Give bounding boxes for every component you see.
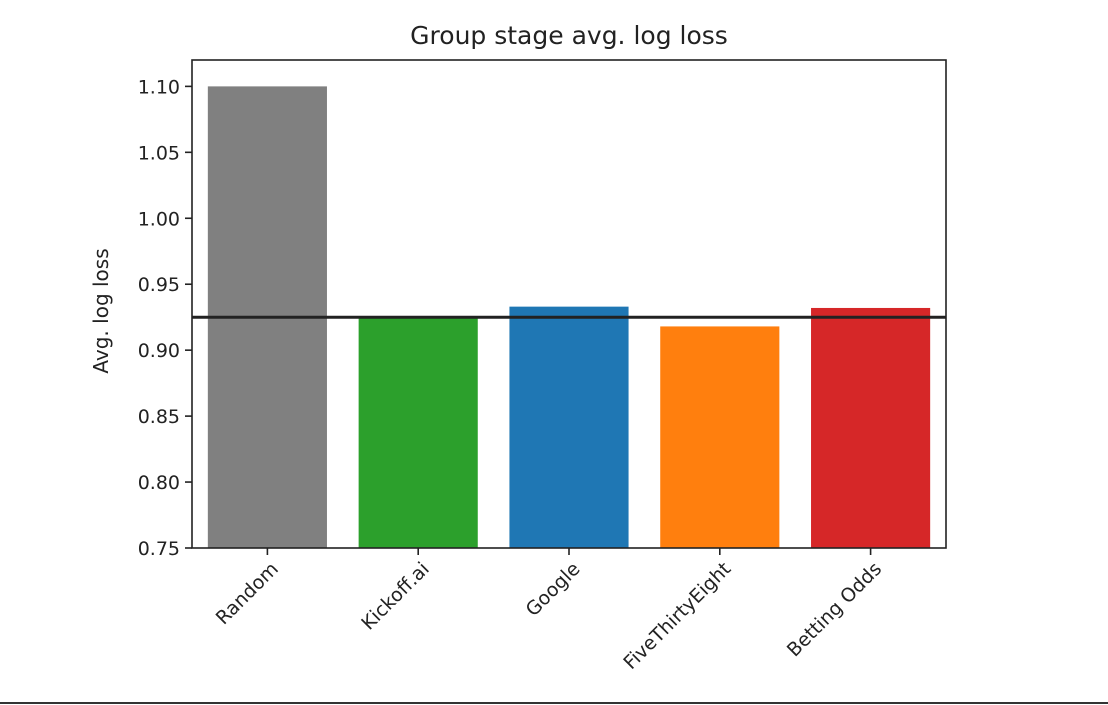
x-tick-label: Google — [522, 558, 585, 621]
bar-kickoff-ai — [358, 317, 478, 548]
bar-fivethirtyeight — [660, 326, 780, 548]
chart-title: Group stage avg. log loss — [410, 21, 728, 50]
y-tick-label: 0.90 — [138, 340, 180, 362]
y-tick-label: 1.10 — [138, 76, 180, 98]
bar-betting-odds — [811, 307, 931, 548]
y-tick-label: 1.05 — [138, 142, 180, 164]
x-tick-label: Kickoff.ai — [357, 558, 434, 635]
plot-area: 0.75 0.80 0.85 0.90 0.95 1.00 1.05 1.10 Random Ki… — [138, 59, 947, 674]
x-tick-label: Betting Odds — [783, 558, 886, 661]
y-tick-label: 0.75 — [138, 538, 180, 560]
y-tick-label: 1.00 — [138, 208, 180, 230]
y-tick-label: 0.95 — [138, 274, 180, 296]
y-tick-label: 0.80 — [138, 472, 180, 494]
x-tick-label: Random — [212, 558, 283, 629]
bar-google — [509, 306, 629, 548]
x-tick-label: FiveThirtyEight — [619, 558, 735, 674]
y-tick-label: 0.85 — [138, 406, 180, 428]
y-axis-label: Avg. log loss — [89, 248, 113, 373]
